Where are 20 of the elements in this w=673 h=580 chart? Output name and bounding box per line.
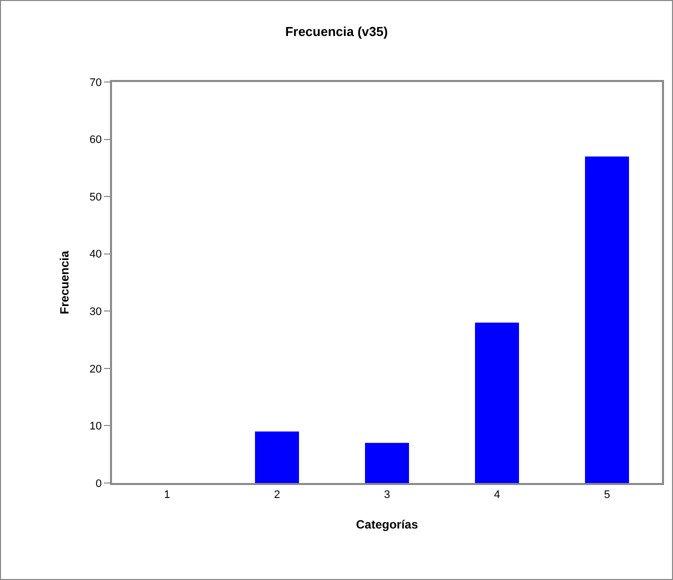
x-tick-label: 5	[604, 489, 610, 502]
x-tick-label: 1	[164, 489, 170, 502]
bar	[255, 431, 299, 483]
y-tick-label: 50	[90, 191, 102, 204]
chart-title: Frecuencia (v35)	[285, 24, 388, 40]
bar	[585, 156, 629, 483]
x-tick-label: 2	[274, 489, 280, 502]
y-tick-label: 20	[90, 363, 102, 376]
x-tick-label: 4	[494, 489, 500, 502]
y-axis-title: Frecuencia	[57, 250, 72, 314]
y-tick-label: 10	[90, 420, 102, 433]
y-tick-label: 70	[90, 76, 102, 89]
bar	[365, 442, 409, 483]
y-tick-label: 40	[90, 248, 102, 261]
x-tick-label: 3	[384, 489, 390, 502]
y-tick-label: 30	[90, 306, 102, 318]
bar	[475, 322, 519, 483]
y-tick-label: 60	[90, 134, 102, 146]
y-tick-label: 0	[96, 478, 102, 490]
x-axis-title: Categorías	[356, 518, 418, 532]
